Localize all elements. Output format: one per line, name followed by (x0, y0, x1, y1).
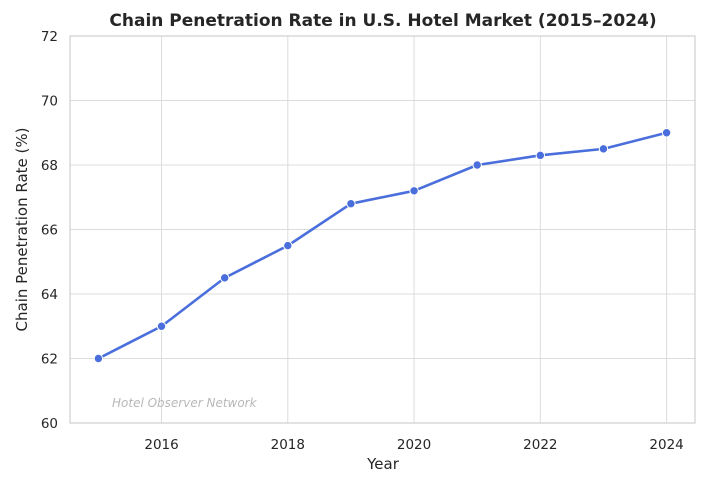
chart-title: Chain Penetration Rate in U.S. Hotel Mar… (109, 11, 656, 31)
y-tick-label: 68 (41, 158, 58, 174)
y-axis-label: Chain Penetration Rate (%) (13, 128, 31, 332)
data-point (156, 321, 167, 331)
data-point (598, 144, 609, 154)
series-line (97, 131, 668, 360)
y-tick-label: 72 (41, 29, 58, 45)
y-tick-label: 62 (41, 352, 58, 368)
x-tick-label: 2016 (144, 437, 178, 453)
data-point (409, 186, 419, 196)
y-tick-label: 70 (41, 94, 58, 110)
grid (70, 35, 695, 424)
data-point (283, 240, 293, 251)
x-tick-label: 2020 (397, 437, 431, 453)
y-tick-label: 66 (41, 223, 58, 239)
x-tick-label: 2022 (523, 437, 557, 453)
y-tick-label: 64 (41, 287, 58, 303)
data-point (661, 128, 672, 138)
x-tick-label: 2024 (649, 437, 683, 453)
y-axis-ticks: 60 62 64 66 68 70 72 (41, 29, 58, 432)
data-point (472, 160, 482, 170)
x-axis-label: Year (366, 455, 400, 473)
data-point (219, 273, 230, 283)
data-point (93, 353, 104, 364)
x-axis-ticks: 2016 2018 2020 2022 2024 (144, 437, 683, 453)
y-tick-label: 60 (41, 416, 58, 432)
plot-frame (69, 35, 696, 424)
x-tick-label: 2018 (271, 437, 305, 453)
series-layer (93, 128, 672, 364)
data-point (535, 150, 546, 161)
watermark-annotation: Hotel Observer Network (112, 396, 258, 410)
data-point (346, 199, 356, 209)
